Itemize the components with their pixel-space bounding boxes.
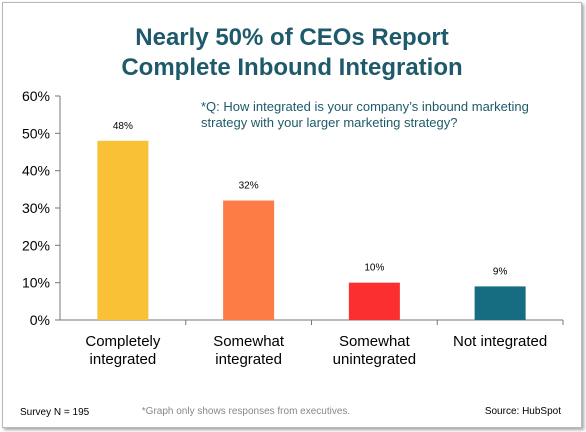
- chart-frame: Nearly 50% of CEOs Report Complete Inbou…: [2, 2, 582, 428]
- bar: [474, 286, 526, 320]
- bar: [223, 200, 275, 320]
- y-tick-label: 50%: [22, 125, 50, 141]
- survey-n-label: Survey N = 195: [20, 407, 90, 418]
- category-label: Somewhat: [339, 333, 411, 350]
- data-label: 48%: [113, 121, 133, 132]
- y-tick-label: 10%: [22, 275, 50, 291]
- category-label: integrated: [215, 351, 282, 368]
- category-label: integrated: [90, 351, 157, 368]
- category-label: Somewhat: [213, 333, 285, 350]
- plot-area: 0%10%20%30%40%50%60%48%Completelyintegra…: [22, 88, 564, 368]
- data-label: 32%: [239, 181, 259, 192]
- survey-question-line-2: strategy with your larger marketing stra…: [201, 115, 458, 130]
- chart: Nearly 50% of CEOs Report Complete Inbou…: [20, 24, 564, 418]
- y-tick-label: 30%: [22, 200, 50, 216]
- y-tick-label: 0%: [30, 312, 50, 328]
- category-label: Completely: [85, 333, 161, 350]
- bar: [97, 140, 149, 320]
- chart-title-line-1: Nearly 50% of CEOs Report: [135, 24, 448, 51]
- chart-title-line-2: Complete Inbound Integration: [121, 54, 462, 81]
- category-label: unintegrated: [333, 351, 416, 368]
- category-label: Not integrated: [453, 333, 547, 350]
- data-label: 10%: [364, 263, 384, 274]
- bar: [348, 282, 400, 320]
- y-tick-label: 60%: [22, 88, 50, 104]
- source-label: Source: HubSpot: [485, 406, 561, 417]
- data-label: 9%: [493, 266, 508, 277]
- y-tick-label: 20%: [22, 237, 50, 253]
- survey-question-line-1: *Q: How integrated is your company’s inb…: [201, 99, 529, 114]
- y-tick-label: 40%: [22, 163, 50, 179]
- executives-footnote: *Graph only shows responses from executi…: [142, 406, 350, 417]
